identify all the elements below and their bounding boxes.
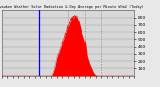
Title: Milwaukee Weather Solar Radiation & Day Average per Minute W/m2 (Today): Milwaukee Weather Solar Radiation & Day … bbox=[0, 5, 143, 9]
